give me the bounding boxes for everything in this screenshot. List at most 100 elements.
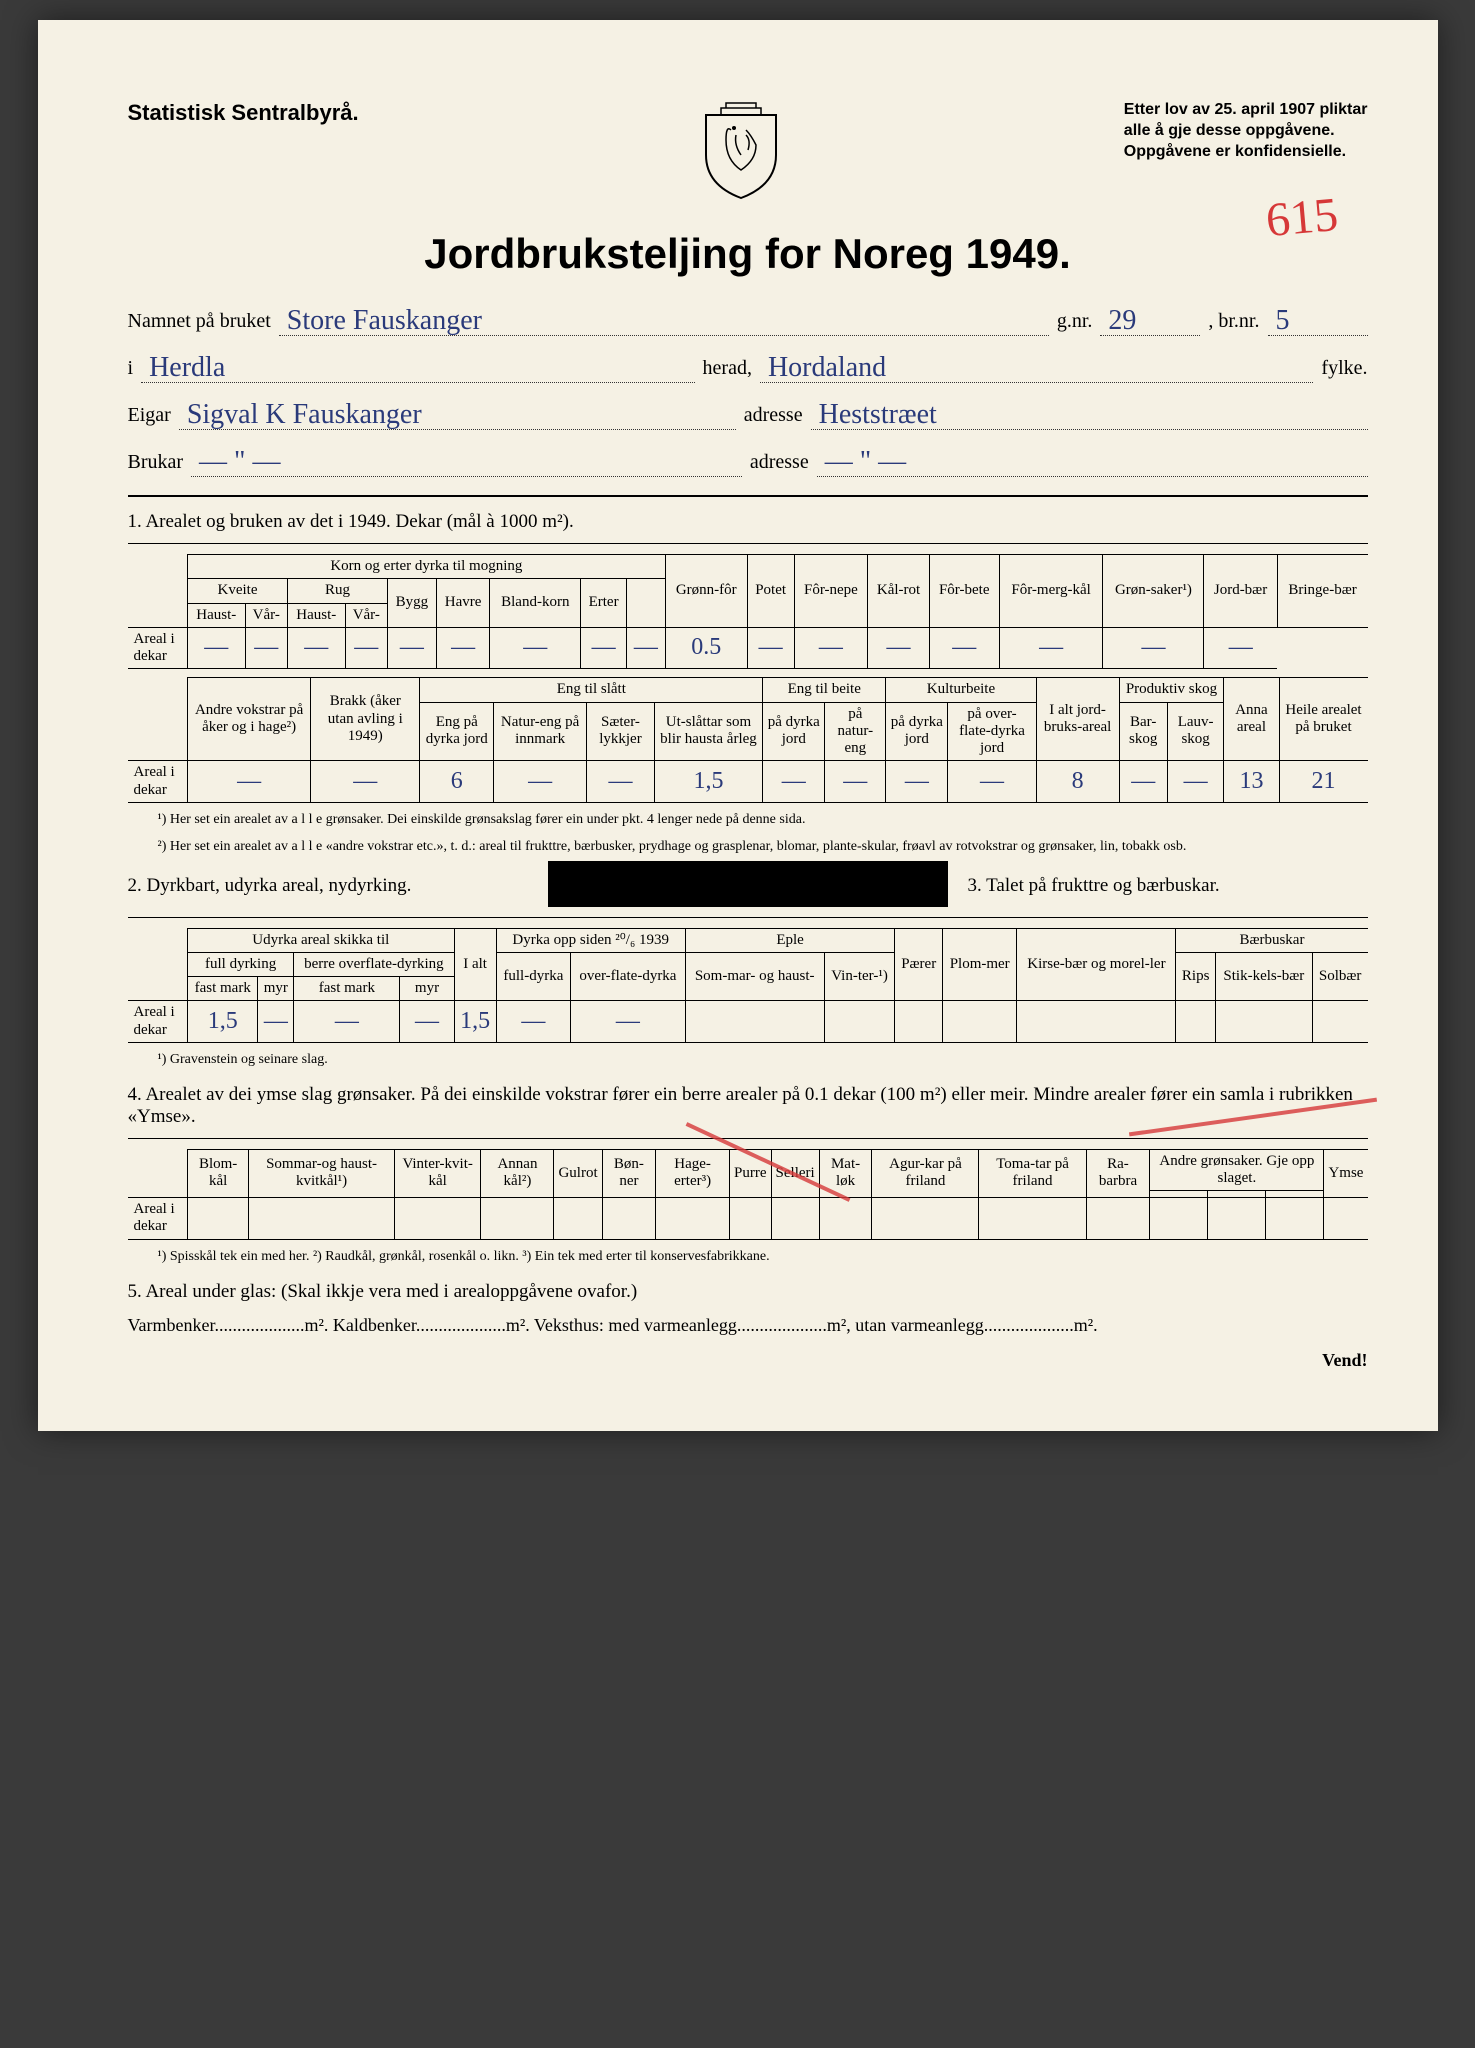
col-paerer: Pærer bbox=[895, 928, 943, 1001]
table-4: Blom-kål Sommar-og haust-kvitkål¹) Vinte… bbox=[128, 1149, 1368, 1240]
footnote-3: ¹) Gravenstein og seinare slag. bbox=[158, 1051, 1368, 1070]
col-sommar: Som-mar- og haust- bbox=[685, 952, 824, 1001]
cell: — bbox=[587, 761, 655, 803]
col-vinterkal: Vinter-kvit-kål bbox=[394, 1149, 481, 1198]
coat-of-arms-icon bbox=[696, 100, 786, 200]
col-engslatt: Eng til slått bbox=[420, 678, 763, 702]
col-andre: Andre grønsaker. Gje opp slaget. bbox=[1150, 1149, 1324, 1191]
header-row: Statistisk Sentralbyrå. Etter lov av 25.… bbox=[128, 100, 1368, 200]
cell: — bbox=[311, 761, 420, 803]
cell: — bbox=[245, 627, 287, 669]
adresse-value: Heststræet bbox=[819, 399, 937, 430]
col-saeter: Sæter-lykkjer bbox=[587, 702, 655, 761]
document-page: Statistisk Sentralbyrå. Etter lov av 25.… bbox=[38, 20, 1438, 1431]
row-label-1b: Areal i dekar bbox=[128, 761, 188, 803]
cell bbox=[685, 1001, 824, 1043]
sub-haust-1: Haust- bbox=[188, 603, 246, 627]
col-ymse: Ymse bbox=[1324, 1149, 1368, 1198]
cell: — bbox=[999, 627, 1103, 669]
agency-name: Statistisk Sentralbyrå. bbox=[128, 100, 359, 126]
brukar-value: — " — bbox=[199, 446, 280, 477]
gnr-label: g.nr. bbox=[1057, 310, 1093, 333]
col-rug: Rug bbox=[288, 579, 388, 603]
cell: — bbox=[400, 1001, 454, 1043]
col-padyrka: på dyrka jord bbox=[763, 702, 825, 761]
form-line-herad: i Herdla herad, Hordaland fylke. bbox=[128, 350, 1368, 383]
cell: — bbox=[571, 1001, 686, 1043]
fylke-label: fylke. bbox=[1321, 357, 1367, 380]
cell bbox=[1176, 1001, 1215, 1043]
cell: — bbox=[188, 627, 246, 669]
cell: — bbox=[288, 627, 346, 669]
law-line-2: alle å gje desse oppgåvene. bbox=[1124, 121, 1368, 142]
cell: — bbox=[1204, 627, 1277, 669]
brnr-value: 5 bbox=[1276, 305, 1290, 336]
fylke-value: Hordaland bbox=[768, 352, 886, 383]
col-bringebaer: Bringe-bær bbox=[1277, 555, 1367, 628]
adresse-label-2: adresse bbox=[750, 451, 809, 474]
cell: — bbox=[258, 1001, 294, 1043]
sub-haust-2: Haust- bbox=[288, 603, 346, 627]
col-gulrot: Gulrot bbox=[554, 1149, 602, 1198]
cell: 1,5 bbox=[454, 1001, 496, 1043]
cell: — bbox=[1167, 761, 1224, 803]
table-1a-row: Areal i dekar — — — — — — — — — 0.5 — — … bbox=[128, 627, 1368, 669]
col-engbeite: Eng til beite bbox=[763, 678, 886, 702]
adresse-label-1: adresse bbox=[744, 404, 803, 427]
herad-value: Herdla bbox=[149, 352, 225, 383]
cell: — bbox=[1119, 761, 1167, 803]
cell: — bbox=[345, 627, 387, 669]
section-1-heading: 1. Arealet og bruken av det i 1949. Deka… bbox=[128, 511, 1368, 533]
section-4-heading: 4. Arealet av dei ymse slag grønsaker. P… bbox=[128, 1084, 1368, 1128]
table-2-3: Udyrka areal skikka til I alt Dyrka opp … bbox=[128, 928, 1368, 1043]
col-kbover: på over-flate-dyrka jord bbox=[948, 702, 1036, 761]
cell bbox=[824, 1001, 895, 1043]
document-title: Jordbruksteljing for Noreg 1949. bbox=[128, 230, 1368, 278]
col-myr1: myr bbox=[258, 977, 294, 1001]
cell: 6 bbox=[420, 761, 494, 803]
cell: 1,5 bbox=[188, 1001, 258, 1043]
col-blomkal: Blom-kål bbox=[188, 1149, 249, 1198]
section-5-heading: 5. Areal under glas: (Skal ikkje vera me… bbox=[128, 1281, 1368, 1303]
col-berre: berre overflate-dyrking bbox=[294, 952, 454, 976]
cell: 8 bbox=[1036, 761, 1119, 803]
table-4-row: Areal i dekar bbox=[128, 1198, 1368, 1240]
col-rips: Rips bbox=[1176, 952, 1215, 1001]
table-1a: Korn og erter dyrka til mogning Grønn-fô… bbox=[128, 554, 1368, 669]
col-overdyrka: over-flate-dyrka bbox=[571, 952, 686, 1001]
col-fulldyrka: full-dyrka bbox=[496, 952, 570, 1001]
gnr-value: 29 bbox=[1108, 305, 1136, 336]
eigar-label: Eigar bbox=[128, 404, 171, 427]
cell: — bbox=[1103, 627, 1204, 669]
cell: 13 bbox=[1224, 761, 1279, 803]
col-solbaer: Solbær bbox=[1312, 952, 1367, 1001]
col-myr2: myr bbox=[400, 977, 454, 1001]
namnet-label: Namnet på bruket bbox=[128, 310, 271, 333]
cell bbox=[895, 1001, 943, 1043]
korn-header: Korn og erter dyrka til mogning bbox=[188, 555, 666, 579]
i-label: i bbox=[128, 357, 134, 380]
namnet-value: Store Fauskanger bbox=[287, 305, 482, 336]
col-dyrkaopp: Dyrka opp siden ²⁰/₆ 1939 bbox=[496, 928, 685, 952]
section-3-heading: 3. Talet på frukttre og bærbuskar. bbox=[968, 875, 1368, 897]
form-line-name: Namnet på bruket Store Fauskanger g.nr. … bbox=[128, 303, 1368, 336]
col-engdyrka: Eng på dyrka jord bbox=[420, 702, 494, 761]
col-prodskog: Produktiv skog bbox=[1119, 678, 1224, 702]
col-ialt: I alt jord-bruks-areal bbox=[1036, 678, 1119, 761]
col-bonner: Bøn-ner bbox=[602, 1149, 656, 1198]
col-kbdyrka: på dyrka jord bbox=[886, 702, 948, 761]
col-annankal: Annan kål²) bbox=[481, 1149, 554, 1198]
col-agurkar: Agur-kar på friland bbox=[872, 1149, 979, 1198]
col-havre: Havre bbox=[436, 579, 490, 628]
col-full: full dyrking bbox=[188, 952, 294, 976]
brukar-adresse: — " — bbox=[825, 446, 906, 477]
cell: — bbox=[868, 627, 929, 669]
form-line-eigar: Eigar Sigval K Fauskanger adresse Hestst… bbox=[128, 397, 1368, 430]
row-label-1a: Areal i dekar bbox=[128, 627, 188, 669]
col-eple: Eple bbox=[685, 928, 895, 952]
cell: — bbox=[948, 761, 1036, 803]
col-baerbuskar: Bærbuskar bbox=[1176, 928, 1368, 952]
col-natureng: Natur-eng på innmark bbox=[494, 702, 587, 761]
col-purre: Purre bbox=[730, 1149, 772, 1198]
col-blandkorn: Bland-korn bbox=[490, 579, 581, 628]
